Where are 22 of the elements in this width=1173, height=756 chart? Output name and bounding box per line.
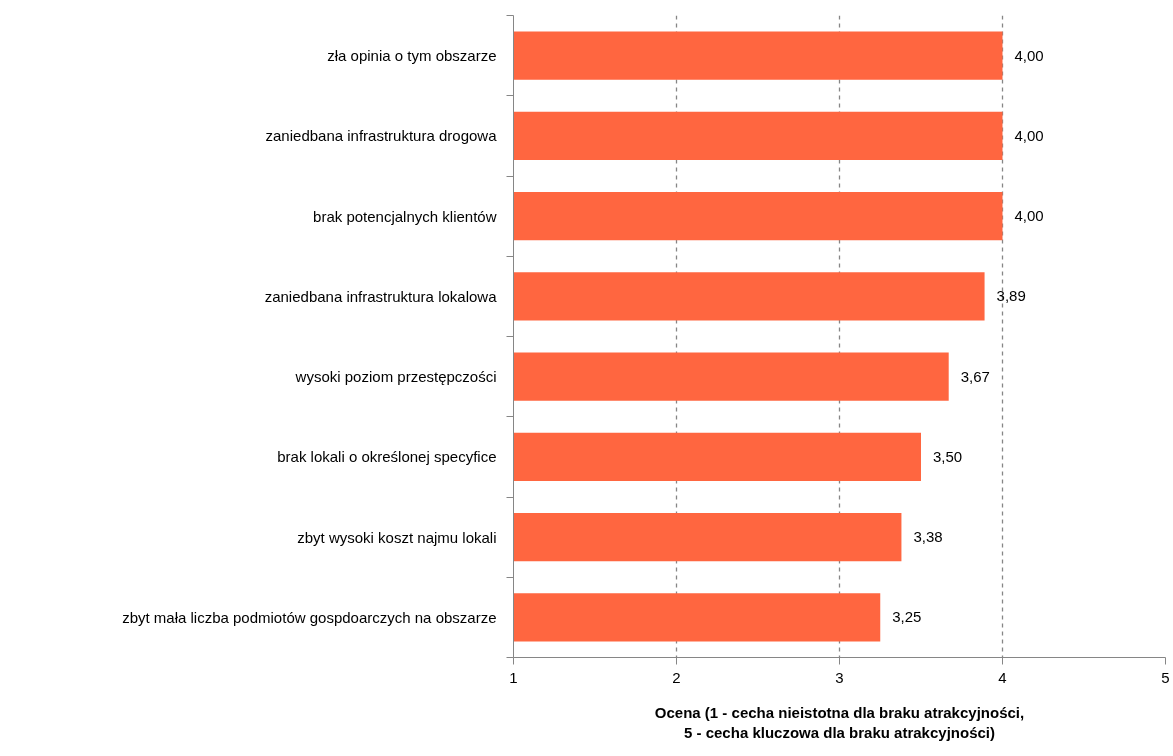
x-axis-title: Ocena (1 - cecha nieistotna dla braku atrakcyjności, 5 - cecha kluczowa dla braku atrakcyjności) [654,703,1025,741]
data-label: 3,50 [933,447,963,465]
y-tick-label: zaniedbana infrastruktura lokalowa [264,287,498,305]
data-label: 3,67 [960,367,990,385]
y-tick-label: brak potencjalnych klientów [313,207,497,225]
x-tick-label: 5 [1161,668,1170,686]
y-tick-label: zbyt mała liczba podmiotów gospdoarczych na obszarze [122,608,497,626]
x-tick-label: 1 [509,668,518,686]
x-tick-label: 3 [835,668,844,686]
y-tick-label: zła opinia o tym obszarze [327,47,497,65]
data-label: 4,00 [1014,46,1044,64]
y-tick-label: zaniedbana infrastruktura drogowa [265,127,498,145]
data-label: 3,89 [996,287,1026,305]
data-label: 3,38 [913,528,943,546]
data-label: 4,00 [1014,126,1044,144]
y-tick-label: wysoki poziom przestępczości [294,368,497,386]
y-tick-label: zbyt wysoki koszt najmu lokali [297,528,497,546]
x-tick-label: 2 [672,668,681,686]
data-label: 3,25 [892,608,922,626]
data-label: 4,00 [1014,207,1044,225]
x-tick-label: 4 [998,668,1007,686]
y-tick-label: brak lokali o określonej specyfice [277,448,497,466]
